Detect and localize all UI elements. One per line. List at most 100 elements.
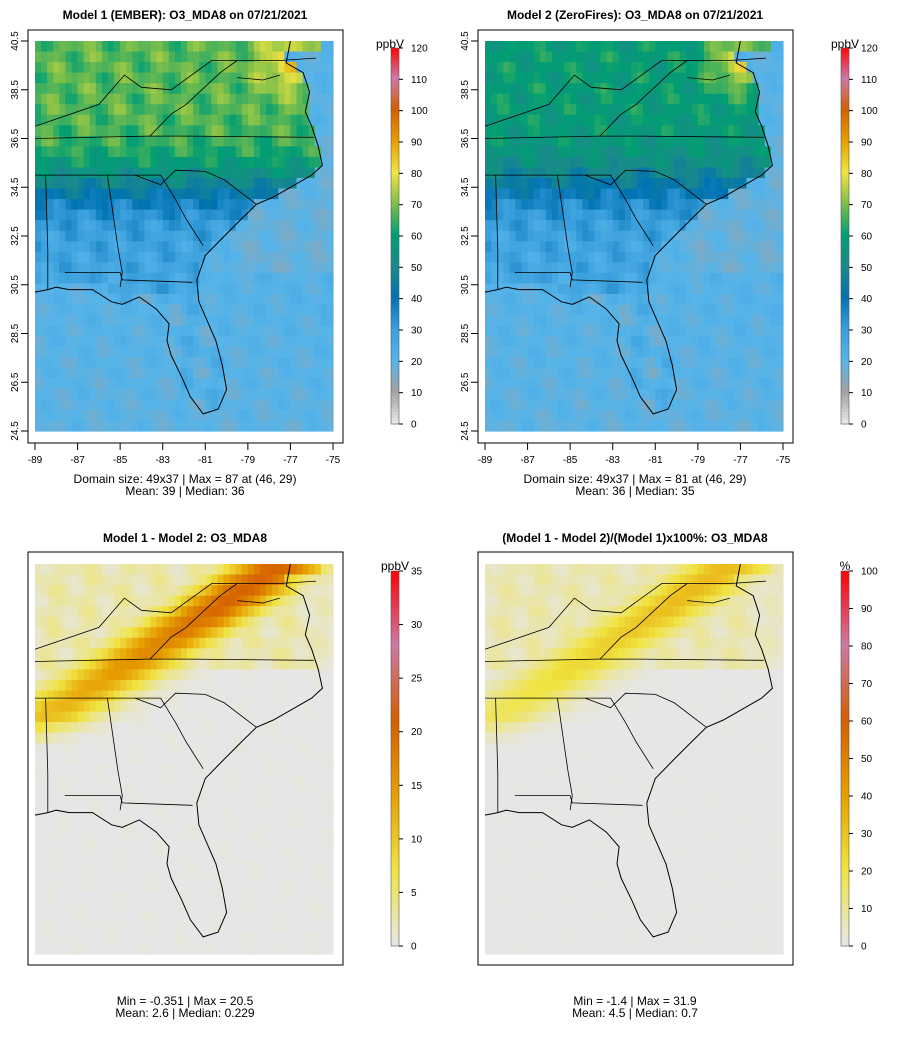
grid-cell bbox=[697, 336, 705, 348]
grid-cell bbox=[497, 262, 504, 274]
grid-cell bbox=[89, 293, 97, 306]
grid-cell bbox=[284, 304, 292, 316]
grid-cell bbox=[47, 272, 54, 285]
grid-cell bbox=[503, 399, 510, 411]
grid-cell bbox=[180, 51, 188, 63]
grid-cell bbox=[95, 357, 103, 369]
grid-cell bbox=[35, 272, 42, 285]
grid-cell bbox=[716, 93, 723, 105]
grid-cell bbox=[649, 167, 656, 179]
grid-cell bbox=[77, 135, 85, 147]
grid-cell bbox=[770, 209, 778, 221]
grid-cell bbox=[47, 648, 54, 660]
grid-cell bbox=[107, 272, 115, 285]
grid-cell bbox=[716, 251, 723, 263]
grid-cell bbox=[296, 606, 304, 618]
grid-cell bbox=[661, 336, 669, 348]
grid-cell bbox=[594, 178, 602, 190]
grid-cell bbox=[576, 62, 583, 74]
grid-cell bbox=[770, 315, 778, 327]
grid-cell bbox=[180, 199, 188, 211]
colorbar-swatch bbox=[391, 392, 399, 397]
grid-cell bbox=[776, 83, 784, 95]
grid-cell bbox=[223, 167, 231, 179]
grid-cell bbox=[71, 722, 79, 734]
grid-cell bbox=[71, 616, 79, 628]
grid-cell bbox=[168, 220, 176, 232]
grid-cell bbox=[716, 83, 723, 95]
grid-cell bbox=[764, 167, 772, 179]
grid-cell bbox=[253, 167, 261, 179]
grid-cell bbox=[199, 336, 206, 348]
grid-cell bbox=[497, 51, 504, 63]
grid-cell bbox=[302, 125, 310, 137]
grid-cell bbox=[247, 304, 255, 316]
grid-cell bbox=[485, 409, 492, 422]
grid-cell bbox=[71, 606, 79, 618]
grid-cell bbox=[758, 325, 766, 337]
grid-cell bbox=[551, 114, 559, 126]
grid-cell bbox=[150, 357, 158, 369]
grid-cell bbox=[606, 156, 614, 169]
grid-cell bbox=[570, 167, 577, 179]
grid-cell bbox=[515, 272, 523, 285]
grid-cell bbox=[314, 378, 322, 390]
grid-cell bbox=[527, 220, 535, 232]
grid-cell bbox=[710, 420, 717, 432]
grid-cell bbox=[594, 409, 602, 422]
grid-cell bbox=[630, 135, 638, 147]
grid-cell bbox=[685, 156, 693, 169]
grid-cell bbox=[770, 51, 778, 63]
grid-cell bbox=[77, 262, 85, 274]
grid-cell bbox=[290, 336, 298, 348]
grid-cell bbox=[284, 388, 292, 400]
grid-cell bbox=[180, 574, 188, 586]
grid-cell bbox=[655, 388, 662, 400]
grid-cell bbox=[150, 178, 158, 190]
grid-cell bbox=[594, 220, 602, 232]
grid-cell bbox=[272, 648, 279, 660]
x-tick-label: -87 bbox=[70, 455, 85, 466]
grid-cell bbox=[643, 346, 650, 358]
grid-cell bbox=[95, 293, 103, 306]
grid-cell bbox=[83, 701, 91, 713]
grid-cell bbox=[515, 293, 523, 306]
grid-cell bbox=[144, 135, 152, 147]
grid-cell bbox=[132, 325, 139, 337]
grid-cell bbox=[594, 93, 602, 105]
y-tick-label: 30.5 bbox=[460, 275, 471, 295]
grid-cell bbox=[703, 156, 711, 169]
grid-cell bbox=[302, 409, 310, 422]
grid-cell bbox=[138, 283, 146, 295]
grid-cell bbox=[594, 83, 602, 95]
grid-cell bbox=[326, 156, 334, 169]
grid-cell bbox=[193, 146, 200, 158]
grid-cell bbox=[71, 669, 79, 681]
grid-cell bbox=[253, 220, 261, 232]
grid-cell bbox=[491, 409, 498, 422]
grid-cell bbox=[600, 135, 608, 147]
grid-cell bbox=[205, 388, 212, 400]
grid-cell bbox=[661, 230, 669, 242]
grid-cell bbox=[551, 72, 559, 84]
grid-cell bbox=[673, 409, 681, 422]
grid-cell bbox=[260, 616, 267, 628]
state-border bbox=[170, 57, 317, 91]
grid-cell bbox=[35, 199, 42, 211]
grid-cell bbox=[120, 315, 127, 327]
grid-cell bbox=[564, 135, 571, 147]
grid-cell bbox=[679, 378, 687, 390]
grid-cell bbox=[65, 367, 73, 379]
colorbar-swatch bbox=[841, 76, 849, 80]
colorbar-swatch bbox=[841, 261, 849, 265]
grid-cell bbox=[278, 627, 285, 639]
grid-cell bbox=[253, 188, 261, 200]
grid-cell bbox=[503, 367, 510, 379]
grid-cell bbox=[685, 293, 693, 306]
grid-cell bbox=[320, 41, 328, 53]
colorbar-swatch bbox=[841, 85, 849, 90]
grid-cell bbox=[485, 346, 492, 358]
grid-cell bbox=[211, 616, 219, 628]
grid-cell bbox=[199, 378, 206, 390]
grid-cell bbox=[223, 283, 231, 295]
